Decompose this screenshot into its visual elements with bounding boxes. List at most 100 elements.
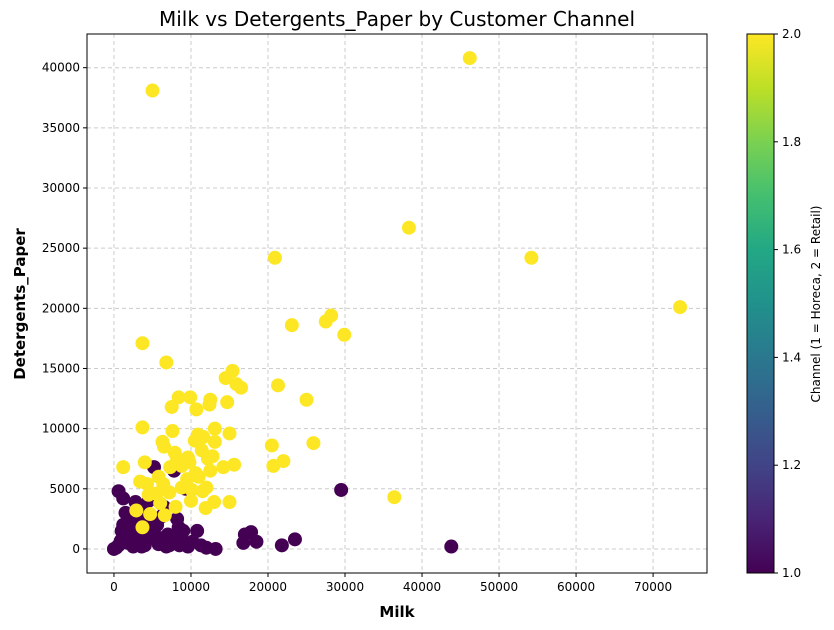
x-tick-label: 50000 bbox=[480, 580, 518, 594]
y-tick-label: 10000 bbox=[42, 422, 80, 436]
data-point-retail bbox=[387, 490, 402, 505]
data-point-retail bbox=[218, 371, 233, 386]
y-axis-label: Detergents_Paper bbox=[11, 228, 29, 380]
data-point-retail bbox=[199, 480, 214, 495]
data-point-horeca bbox=[116, 517, 131, 532]
data-point-retail bbox=[168, 499, 183, 514]
data-point-retail bbox=[337, 327, 352, 342]
data-point-retail bbox=[183, 390, 198, 405]
data-point-horeca bbox=[208, 541, 223, 556]
data-point-retail bbox=[180, 472, 195, 487]
data-point-retail bbox=[162, 485, 177, 500]
plot-frame bbox=[86, 33, 708, 574]
data-point-retail bbox=[157, 439, 172, 454]
data-point-retail bbox=[299, 392, 314, 407]
data-point-horeca bbox=[176, 523, 191, 538]
colorbar-label: Channel (1 = Horeca, 2 = Retail) bbox=[809, 206, 823, 403]
data-point-retail bbox=[157, 508, 172, 523]
data-point-retail bbox=[318, 314, 333, 329]
data-point-retail bbox=[133, 474, 148, 489]
data-point-horeca bbox=[172, 538, 187, 553]
data-point-retail bbox=[276, 454, 291, 469]
data-points bbox=[106, 51, 688, 556]
data-point-horeca bbox=[190, 523, 205, 538]
y-tick-label: 40000 bbox=[42, 61, 80, 75]
x-tick-label: 10000 bbox=[172, 580, 210, 594]
x-tick-label: 40000 bbox=[403, 580, 441, 594]
data-point-retail bbox=[216, 460, 231, 475]
data-point-retail bbox=[184, 482, 199, 497]
colorbar-tick-label: 1.2 bbox=[782, 458, 801, 472]
data-point-retail bbox=[164, 399, 179, 414]
data-point-retail bbox=[165, 424, 180, 439]
data-point-retail bbox=[187, 433, 202, 448]
data-point-retail bbox=[234, 380, 249, 395]
data-point-retail bbox=[116, 460, 131, 475]
x-tick-label: 60000 bbox=[557, 580, 595, 594]
x-tick-label: 30000 bbox=[326, 580, 364, 594]
data-point-retail bbox=[524, 250, 539, 265]
data-point-retail bbox=[284, 318, 299, 333]
data-point-retail bbox=[198, 501, 213, 516]
y-tick-label: 20000 bbox=[42, 301, 80, 315]
data-point-retail bbox=[673, 300, 688, 315]
data-point-horeca bbox=[170, 511, 185, 526]
x-tick-label: 0 bbox=[110, 580, 118, 594]
colorbar-tick-label: 1.8 bbox=[782, 135, 801, 149]
data-point-retail bbox=[153, 496, 168, 511]
data-point-horeca bbox=[151, 537, 166, 552]
data-point-retail bbox=[203, 463, 218, 478]
data-point-horeca bbox=[334, 482, 349, 497]
data-point-retail bbox=[267, 250, 282, 265]
colorbar-tick-label: 2.0 bbox=[782, 27, 801, 41]
data-point-retail bbox=[135, 420, 150, 435]
data-point-retail bbox=[222, 495, 237, 510]
data-point-retail bbox=[191, 469, 206, 484]
y-tick-label: 0 bbox=[72, 542, 80, 556]
data-point-retail bbox=[207, 421, 222, 436]
data-point-retail bbox=[183, 493, 198, 508]
data-point-retail bbox=[143, 507, 158, 522]
data-point-retail bbox=[222, 426, 237, 441]
data-point-retail bbox=[306, 436, 321, 451]
colorbar-tick-label: 1.0 bbox=[782, 566, 801, 580]
data-point-horeca bbox=[160, 527, 175, 542]
y-tick-label: 15000 bbox=[42, 361, 80, 375]
data-point-retail bbox=[171, 390, 186, 405]
chart-title: Milk vs Detergents_Paper by Customer Cha… bbox=[159, 7, 635, 31]
data-point-retail bbox=[141, 487, 156, 502]
data-point-horeca bbox=[126, 539, 141, 554]
data-point-retail bbox=[137, 455, 152, 470]
colorbar-ticks: 1.0 1.2 1.4 1.6 1.8 2.0 bbox=[774, 27, 801, 580]
data-point-retail bbox=[182, 455, 197, 470]
data-point-retail bbox=[202, 397, 217, 412]
data-point-retail bbox=[271, 378, 286, 393]
data-point-retail bbox=[163, 460, 178, 475]
data-point-horeca bbox=[274, 538, 289, 553]
y-tick-label: 35000 bbox=[42, 121, 80, 135]
data-point-retail bbox=[129, 503, 144, 518]
y-tick-label: 30000 bbox=[42, 181, 80, 195]
data-point-retail bbox=[135, 520, 150, 535]
y-tick-label: 5000 bbox=[49, 482, 80, 496]
data-point-horeca bbox=[444, 539, 459, 554]
colorbar-tick-label: 1.6 bbox=[782, 243, 801, 257]
x-axis-ticks: 0 10000 20000 30000 40000 50000 60000 70000 bbox=[110, 573, 672, 594]
data-point-horeca bbox=[287, 532, 302, 547]
data-point-retail bbox=[220, 395, 235, 410]
x-tick-label: 20000 bbox=[249, 580, 287, 594]
data-point-retail bbox=[227, 457, 242, 472]
data-point-retail bbox=[200, 451, 215, 466]
colorbar bbox=[746, 33, 775, 574]
x-tick-label: 70000 bbox=[634, 580, 672, 594]
data-point-retail bbox=[135, 336, 150, 351]
data-point-retail bbox=[159, 355, 174, 370]
data-point-retail bbox=[401, 220, 416, 235]
y-tick-label: 25000 bbox=[42, 241, 80, 255]
x-axis-label: Milk bbox=[379, 603, 415, 621]
data-point-horeca bbox=[249, 534, 264, 549]
data-point-retail bbox=[189, 402, 204, 417]
data-point-retail bbox=[264, 438, 279, 453]
data-point-retail bbox=[207, 434, 222, 449]
